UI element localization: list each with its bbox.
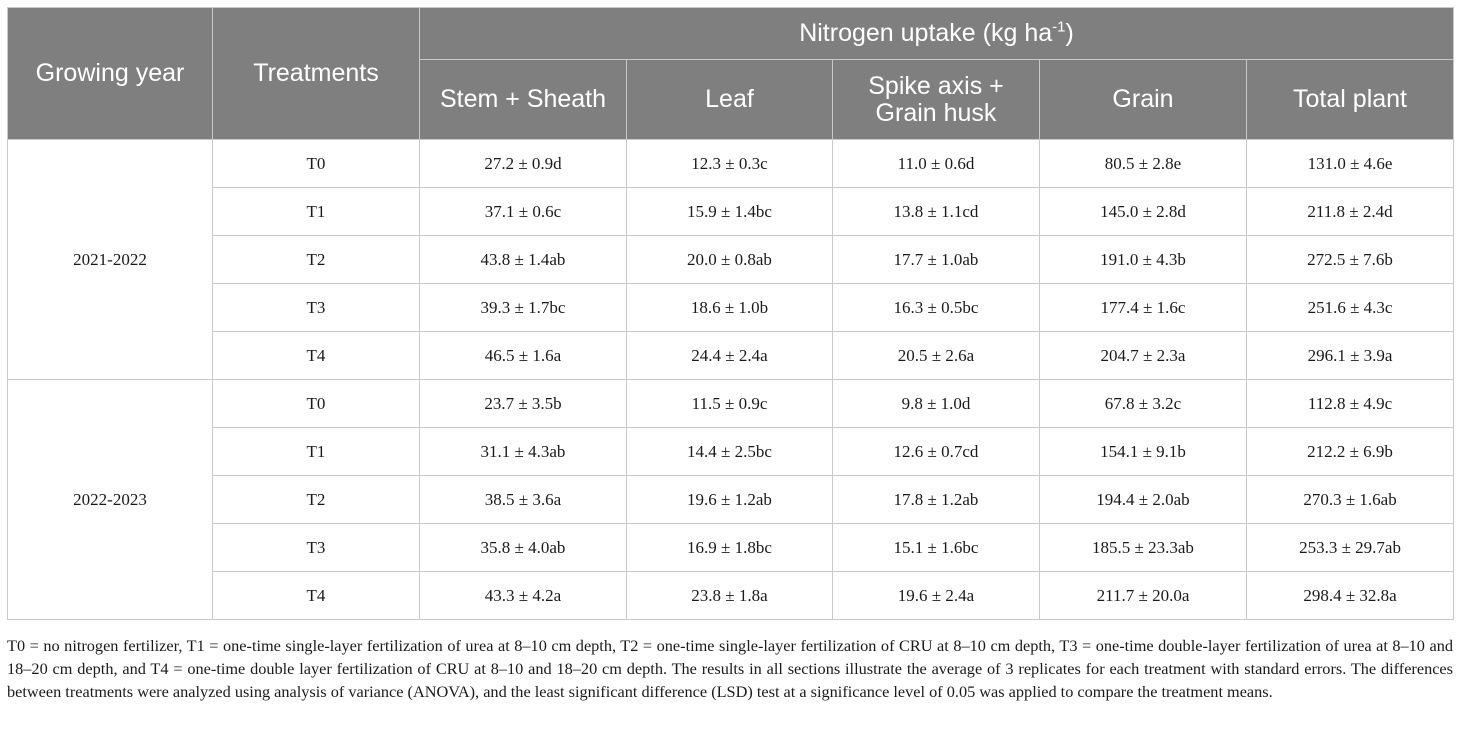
header-spike-axis-line: Spike axis +: [868, 71, 1004, 100]
table-row: T2 43.8 ± 1.4ab 20.0 ± 0.8ab 17.7 ± 1.0a…: [8, 235, 1455, 284]
spike-husk-cell: 17.8 ± 1.2ab: [832, 475, 1040, 524]
total-plant-cell: 112.8 ± 4.9c: [1245, 379, 1455, 428]
total-plant-cell: 272.5 ± 7.6b: [1245, 235, 1455, 284]
total-plant-cell: 212.2 ± 6.9b: [1245, 427, 1455, 476]
grain-cell: 67.8 ± 3.2c: [1039, 379, 1247, 428]
total-plant-cell: 211.8 ± 2.4d: [1245, 187, 1455, 236]
grain-cell: 177.4 ± 1.6c: [1039, 283, 1247, 332]
spike-husk-cell: 9.8 ± 1.0d: [832, 379, 1040, 428]
header-stem-sheath: Stem + Sheath: [419, 59, 627, 140]
spike-husk-cell: 15.1 ± 1.6bc: [832, 523, 1040, 572]
spike-husk-cell: 12.6 ± 0.7cd: [832, 427, 1040, 476]
treatment-cell: T3: [212, 283, 420, 332]
treatment-cell: T1: [212, 427, 420, 476]
grain-cell: 211.7 ± 20.0a: [1039, 571, 1247, 620]
treatment-cell: T4: [212, 331, 420, 380]
table-row: T3 39.3 ± 1.7bc 18.6 ± 1.0b 16.3 ± 0.5bc…: [8, 283, 1455, 332]
year-cell: 2022-2023: [7, 379, 213, 620]
table-row: T3 35.8 ± 4.0ab 16.9 ± 1.8bc 15.1 ± 1.6b…: [8, 523, 1455, 572]
grain-cell: 185.5 ± 23.3ab: [1039, 523, 1247, 572]
header-growing-year: Growing year: [7, 7, 213, 140]
stem-sheath-cell: 27.2 ± 0.9d: [419, 139, 627, 188]
grain-cell: 80.5 ± 2.8e: [1039, 139, 1247, 188]
header-leaf: Leaf: [626, 59, 833, 140]
total-plant-cell: 131.0 ± 4.6e: [1245, 139, 1455, 188]
spike-husk-cell: 13.8 ± 1.1cd: [832, 187, 1040, 236]
total-plant-cell: 270.3 ± 1.6ab: [1245, 475, 1455, 524]
spike-husk-cell: 20.5 ± 2.6a: [832, 331, 1040, 380]
header-treatments: Treatments: [212, 7, 420, 140]
treatment-cell: T4: [212, 571, 420, 620]
total-plant-cell: 253.3 ± 29.7ab: [1245, 523, 1455, 572]
stem-sheath-cell: 43.3 ± 4.2a: [419, 571, 627, 620]
treatment-cell: T2: [212, 475, 420, 524]
header-total-plant: Total plant: [1245, 59, 1455, 140]
grain-cell: 191.0 ± 4.3b: [1039, 235, 1247, 284]
table-row: 2022-2023 T0 23.7 ± 3.5b 11.5 ± 0.9c 9.8…: [7, 379, 1455, 620]
leaf-cell: 23.8 ± 1.8a: [626, 571, 833, 620]
treatment-cell: T2: [212, 235, 420, 284]
treatment-cell: T0: [212, 139, 420, 188]
leaf-cell: 20.0 ± 0.8ab: [626, 235, 833, 284]
leaf-cell: 11.5 ± 0.9c: [626, 379, 833, 428]
table-row: 2021-2022 T0 27.2 ± 0.9d 12.3 ± 0.3c 11.…: [7, 139, 1455, 380]
leaf-cell: 14.4 ± 2.5bc: [626, 427, 833, 476]
leaf-cell: 24.4 ± 2.4a: [626, 331, 833, 380]
treatment-cell: T0: [212, 379, 420, 428]
header-nitrogen-uptake-text: Nitrogen uptake (kg ha: [799, 19, 1053, 47]
total-plant-cell: 298.4 ± 32.8a: [1245, 571, 1455, 620]
nitrogen-uptake-table: Growing year Treatments Nitrogen uptake …: [7, 7, 1455, 620]
spike-husk-cell: 11.0 ± 0.6d: [832, 139, 1040, 188]
table-row: T4 46.5 ± 1.6a 24.4 ± 2.4a 20.5 ± 2.6a 2…: [8, 331, 1455, 380]
treatment-cell: T1: [212, 187, 420, 236]
header-close-paren: ): [1065, 19, 1074, 47]
stem-sheath-cell: 46.5 ± 1.6a: [419, 331, 627, 380]
leaf-cell: 16.9 ± 1.8bc: [626, 523, 833, 572]
table-row: T1 31.1 ± 4.3ab 14.4 ± 2.5bc 12.6 ± 0.7c…: [8, 427, 1455, 476]
spike-husk-cell: 19.6 ± 2.4a: [832, 571, 1040, 620]
stem-sheath-cell: 37.1 ± 0.6c: [419, 187, 627, 236]
stem-sheath-cell: 23.7 ± 3.5b: [419, 379, 627, 428]
grain-cell: 194.4 ± 2.0ab: [1039, 475, 1247, 524]
leaf-cell: 18.6 ± 1.0b: [626, 283, 833, 332]
header-nitrogen-uptake: Nitrogen uptake (kg ha-1): [418, 7, 1455, 60]
stem-sheath-cell: 39.3 ± 1.7bc: [419, 283, 627, 332]
spike-husk-cell: 17.7 ± 1.0ab: [832, 235, 1040, 284]
year-cell: 2021-2022: [7, 139, 213, 380]
header-grain-husk-line: Grain husk: [875, 98, 997, 127]
table-footnote: T0 = no nitrogen fertilizer, T1 = one-ti…: [7, 636, 1453, 701]
grain-cell: 204.7 ± 2.3a: [1039, 331, 1247, 380]
header-unit-exponent: -1: [1052, 18, 1066, 36]
grain-cell: 145.0 ± 2.8d: [1039, 187, 1247, 236]
table-row: T1 37.1 ± 0.6c 15.9 ± 1.4bc 13.8 ± 1.1cd…: [8, 187, 1455, 236]
stem-sheath-cell: 35.8 ± 4.0ab: [419, 523, 627, 572]
stem-sheath-cell: 31.1 ± 4.3ab: [419, 427, 627, 476]
table-row: T4 43.3 ± 4.2a 23.8 ± 1.8a 19.6 ± 2.4a 2…: [8, 571, 1455, 620]
total-plant-cell: 296.1 ± 3.9a: [1245, 331, 1455, 380]
total-plant-cell: 251.6 ± 4.3c: [1245, 283, 1455, 332]
treatment-cell: T3: [212, 523, 420, 572]
leaf-cell: 12.3 ± 0.3c: [626, 139, 833, 188]
stem-sheath-cell: 38.5 ± 3.6a: [419, 475, 627, 524]
header-spike-axis-grain-husk: Spike axis + Grain husk: [832, 59, 1040, 140]
leaf-cell: 19.6 ± 1.2ab: [626, 475, 833, 524]
leaf-cell: 15.9 ± 1.4bc: [626, 187, 833, 236]
stem-sheath-cell: 43.8 ± 1.4ab: [419, 235, 627, 284]
header-grain: Grain: [1039, 59, 1247, 140]
grain-cell: 154.1 ± 9.1b: [1039, 427, 1247, 476]
spike-husk-cell: 16.3 ± 0.5bc: [832, 283, 1040, 332]
table-row: T2 38.5 ± 3.6a 19.6 ± 1.2ab 17.8 ± 1.2ab…: [8, 475, 1455, 524]
